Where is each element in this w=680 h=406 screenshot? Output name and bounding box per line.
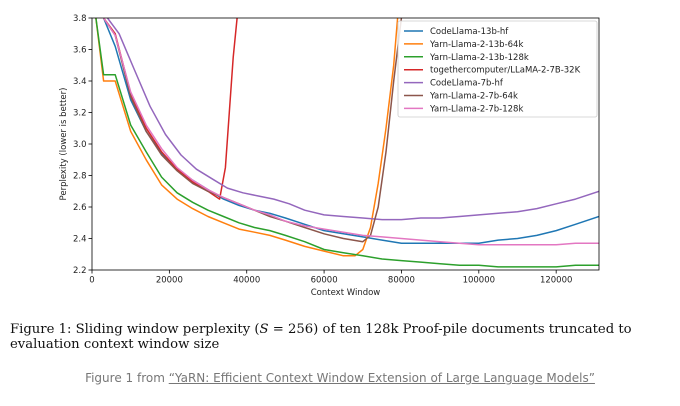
source-prefix: Figure 1 from xyxy=(85,371,169,385)
caption-math-variable: S xyxy=(259,322,269,337)
legend-entry: Yarn-Llama-2-13b-128k xyxy=(429,53,529,63)
legend-box xyxy=(397,20,598,118)
x-tick-label: 120000 xyxy=(540,276,572,286)
y-tick-label: 2.6 xyxy=(73,203,87,213)
x-tick-label: 0 xyxy=(89,276,94,286)
y-tick-label: 3.8 xyxy=(73,14,87,24)
caption-text-after: ) of ten 128k Proof-pile documents trunc… xyxy=(10,322,632,352)
paper-link[interactable]: “YaRN: Efficient Context Window Extensio… xyxy=(168,371,595,385)
y-tick-label: 3.6 xyxy=(73,46,87,56)
y-tick-label: 2.2 xyxy=(73,266,87,276)
series-line-2 xyxy=(95,18,399,257)
legend-entry: CodeLlama-7b-hf xyxy=(430,79,504,89)
x-tick-label: 60000 xyxy=(311,276,338,286)
perplexity-chart: 0 20000 40000 60000 80000 100000 120000 2.2 2.4… xyxy=(59,14,600,298)
x-tick-label: 80000 xyxy=(388,276,415,286)
figure-caption: Figure 1: Sliding window perplexity (S =… xyxy=(10,322,675,352)
x-tick-label: 100000 xyxy=(463,276,495,286)
caption-text-before: Sliding window perplexity ( xyxy=(75,322,260,337)
x-tick-label: 20000 xyxy=(156,276,183,286)
legend-entry: CodeLlama-13b-hf xyxy=(430,27,509,37)
caption-math-value: = 256 xyxy=(268,322,314,337)
series-line-3 xyxy=(95,18,599,268)
series-line-6 xyxy=(102,18,403,243)
y-tick-label: 2.8 xyxy=(73,172,87,182)
y-tick-label: 3.0 xyxy=(73,140,87,150)
legend-entry: Yarn-Llama-2-7b-128k xyxy=(429,104,523,114)
y-axis-label: Perplexity (lower is better) xyxy=(59,88,69,201)
series-line-7 xyxy=(102,18,599,246)
y-tick-label: 3.4 xyxy=(73,77,87,87)
series-line-5 xyxy=(106,18,599,221)
figure-label: Figure 1: xyxy=(10,322,72,337)
x-axis-label: Context Window xyxy=(311,288,381,298)
legend-entry: Yarn-Llama-2-13b-64k xyxy=(429,40,523,50)
legend: CodeLlama-13b-hf Yarn-Llama-2-13b-64k Yarn… xyxy=(397,20,598,118)
y-tick-label: 2.4 xyxy=(73,235,87,245)
y-axis: 2.2 2.4 2.6 2.8 3.0 3.2 3.4 3.6 3.8 xyxy=(73,14,92,276)
legend-entry: Yarn-Llama-2-7b-64k xyxy=(429,92,518,102)
series-layer xyxy=(95,18,599,268)
y-tick-label: 3.2 xyxy=(73,109,87,119)
legend-entry: togethercomputer/LLaMA-2-7B-32K xyxy=(430,66,581,76)
x-axis: 0 20000 40000 60000 80000 100000 120000 xyxy=(89,270,572,286)
figure-source: Figure 1 from “YaRN: Efficient Context W… xyxy=(0,369,680,388)
x-tick-label: 40000 xyxy=(233,276,260,286)
